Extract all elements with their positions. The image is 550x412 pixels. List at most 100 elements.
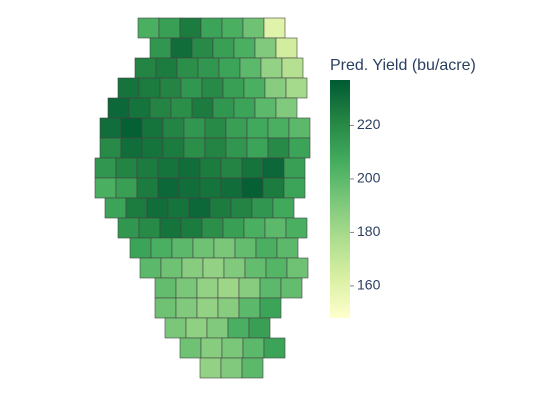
county	[267, 117, 290, 139]
colorbar-tick-label: 160	[357, 277, 381, 293]
county	[157, 177, 180, 199]
county	[154, 277, 177, 299]
county	[238, 277, 261, 299]
colorbar-tick-label: 180	[357, 223, 381, 239]
county	[233, 97, 256, 119]
county	[200, 17, 223, 39]
county	[260, 57, 283, 79]
county	[164, 317, 187, 339]
counties	[94, 17, 311, 379]
county	[197, 57, 220, 79]
county	[204, 137, 227, 159]
county	[288, 137, 311, 159]
county	[202, 257, 225, 279]
county	[225, 137, 248, 159]
county	[178, 157, 201, 179]
county	[120, 137, 143, 159]
county	[175, 277, 198, 299]
county	[265, 257, 288, 279]
county	[220, 157, 243, 179]
county	[248, 317, 271, 339]
county	[159, 77, 182, 99]
county	[99, 117, 122, 139]
county	[146, 197, 169, 219]
county	[136, 157, 159, 179]
county	[175, 297, 198, 319]
county	[285, 217, 308, 239]
county	[107, 97, 130, 119]
county	[206, 317, 229, 339]
county	[162, 117, 185, 139]
county	[275, 37, 298, 59]
county	[204, 117, 227, 139]
county	[199, 177, 222, 199]
county	[199, 157, 222, 179]
county	[191, 37, 214, 59]
county	[154, 297, 177, 319]
county	[241, 157, 264, 179]
county	[170, 97, 193, 119]
county	[183, 117, 206, 139]
colorbar-tick-label: 220	[357, 116, 381, 132]
county	[201, 217, 224, 239]
county	[283, 157, 306, 179]
county	[180, 217, 203, 239]
colorbar-tick-label: 200	[357, 170, 381, 186]
county	[221, 337, 244, 359]
county	[221, 17, 244, 39]
county	[264, 77, 287, 99]
county	[223, 257, 246, 279]
county	[212, 97, 235, 119]
county	[246, 137, 269, 159]
county	[104, 197, 127, 219]
county	[199, 357, 222, 379]
county	[170, 37, 193, 59]
county	[191, 97, 214, 119]
county	[171, 237, 194, 259]
county	[129, 237, 152, 259]
county	[136, 177, 159, 199]
county	[179, 337, 202, 359]
county	[242, 337, 265, 359]
county	[149, 97, 172, 119]
county	[141, 117, 164, 139]
county	[285, 77, 308, 99]
county	[201, 77, 224, 99]
county	[138, 77, 161, 99]
county	[276, 237, 299, 259]
county	[220, 357, 243, 379]
county	[255, 237, 278, 259]
county	[115, 157, 138, 179]
county	[158, 17, 181, 39]
county	[281, 57, 304, 79]
county	[225, 117, 248, 139]
county	[267, 137, 290, 159]
county	[117, 217, 140, 239]
county	[196, 277, 219, 299]
county	[217, 277, 240, 299]
county	[263, 17, 286, 39]
county	[213, 237, 236, 259]
county	[246, 117, 269, 139]
county	[217, 297, 240, 319]
county	[254, 37, 277, 59]
county	[263, 337, 286, 359]
county	[242, 17, 265, 39]
county	[233, 37, 256, 59]
county	[149, 37, 172, 59]
county	[150, 237, 173, 259]
county	[120, 117, 143, 139]
county	[288, 117, 311, 139]
county	[180, 77, 203, 99]
county	[181, 257, 204, 279]
county	[155, 57, 178, 79]
county	[183, 137, 206, 159]
county	[115, 177, 138, 199]
county	[137, 17, 160, 39]
county	[157, 157, 180, 179]
county	[222, 217, 245, 239]
county	[280, 277, 303, 299]
county	[254, 97, 277, 119]
county	[196, 297, 219, 319]
